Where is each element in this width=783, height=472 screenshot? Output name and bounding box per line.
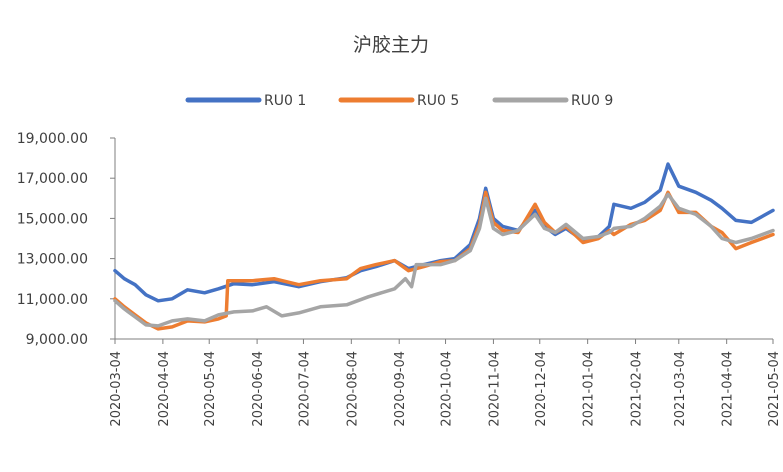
- series-line-2: [113, 190, 775, 331]
- y-tick-label: 13,000.00: [17, 252, 88, 268]
- y-tick-label: 9,000.00: [26, 332, 88, 348]
- x-tick-label: 2021-03-04: [673, 351, 688, 427]
- x-tick-label: 2021-02-04: [630, 351, 645, 427]
- x-axis: 2020-03-04 2020-04-04 2020-05-04 2020-06-04…: [109, 338, 782, 427]
- legend: RU0 1 RU0 5 RU0 9: [185, 93, 613, 109]
- y-tick-label: 17,000.00: [17, 171, 88, 187]
- x-tick-label: 2020-12-04: [534, 351, 549, 427]
- series-line-1: [113, 162, 775, 303]
- chart-title: 沪胶主力: [353, 34, 429, 56]
- legend-label: RU0 1: [264, 93, 306, 109]
- plot-lines: [113, 162, 775, 331]
- x-tick-label: 2021-04-04: [721, 351, 736, 427]
- x-tick-label: 2020-10-04: [440, 351, 455, 427]
- x-tick-label: 2020-09-04: [393, 351, 408, 427]
- x-tick-label: 2020-08-04: [345, 351, 360, 427]
- x-tick-label: 2020-11-04: [487, 351, 502, 427]
- x-tick-label: 2020-06-04: [251, 351, 266, 427]
- x-tick-label: 2020-07-04: [297, 351, 312, 427]
- y-tick-label: 19,000.00: [17, 131, 88, 147]
- x-tick-label: 2021-05-04: [767, 351, 782, 427]
- y-tick-label: 15,000.00: [17, 211, 88, 227]
- legend-label: RU0 9: [571, 93, 613, 109]
- x-tick-label: 2021-01-04: [582, 351, 597, 427]
- legend-label: RU0 5: [417, 93, 459, 109]
- y-axis: 19,000.00 17,000.00 15,000.00 13,000.00 11,0…: [17, 131, 116, 348]
- x-tick-label: 2020-03-04: [109, 351, 124, 427]
- y-tick-label: 11,000.00: [17, 292, 88, 308]
- x-tick-label: 2020-04-04: [157, 351, 172, 427]
- x-tick-label: 2020-05-04: [203, 351, 218, 427]
- series-line-3: [113, 192, 775, 328]
